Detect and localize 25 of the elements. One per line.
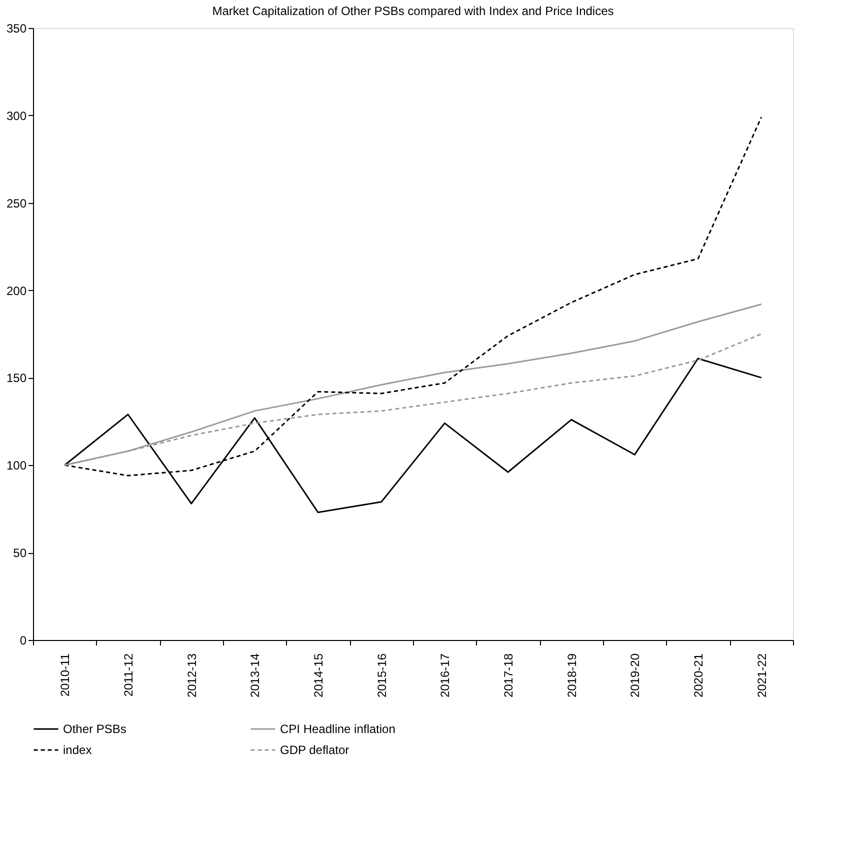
y-tick-label: 50 xyxy=(13,546,27,560)
x-tick-label: 2012-13 xyxy=(184,653,199,698)
y-tick-label: 300 xyxy=(6,108,27,123)
y-tick-label: 100 xyxy=(6,458,27,473)
x-tick-label: 2013-14 xyxy=(248,653,262,698)
x-tick-label: 2014-15 xyxy=(312,653,326,698)
y-tick-label: 0 xyxy=(20,634,27,648)
legend-label: Other PSBs xyxy=(63,722,126,736)
y-tick-label: 250 xyxy=(6,196,27,210)
y-tick-label: 150 xyxy=(6,371,27,386)
x-tick-label: 2016-17 xyxy=(438,653,452,698)
x-tick-label: 2018-19 xyxy=(564,653,579,698)
chart-title: Market Capitalization of Other PSBs compared with Index and Price Indices xyxy=(212,4,614,18)
x-tick-label: 2017-18 xyxy=(502,653,516,698)
x-tick-label: 2020-21 xyxy=(692,653,706,698)
legend-label: CPI Headline inflation xyxy=(280,722,396,736)
x-tick-label: 2021-22 xyxy=(754,653,769,698)
legend-label: GDP deflator xyxy=(280,743,350,757)
y-tick-label: 350 xyxy=(6,22,27,36)
x-tick-label: 2019-20 xyxy=(628,653,642,698)
x-tick-label: 2011-12 xyxy=(122,653,136,697)
y-tick-label: 200 xyxy=(6,284,27,298)
legend-label: index xyxy=(63,743,92,757)
x-tick-label: 2015-16 xyxy=(374,653,389,698)
x-tick-label: 2010-11 xyxy=(58,653,72,697)
